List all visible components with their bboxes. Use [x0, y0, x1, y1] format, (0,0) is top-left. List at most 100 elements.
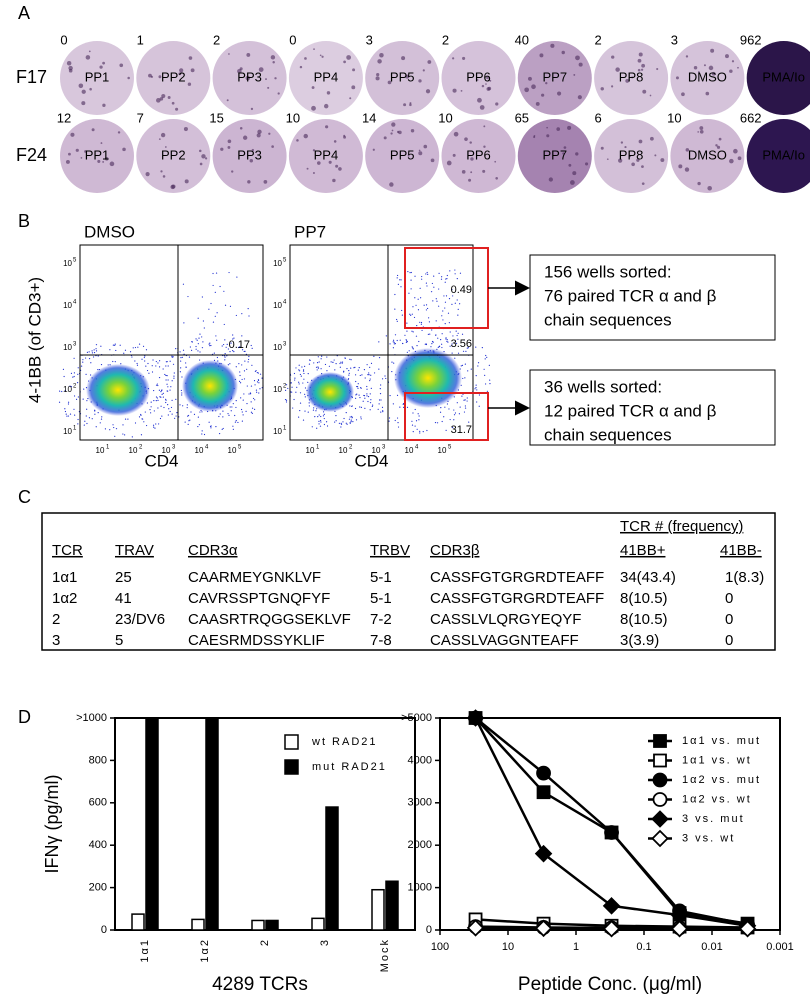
event [73, 372, 76, 374]
x-tick-base: 10 [195, 446, 204, 455]
x-tick-base: 10 [162, 446, 171, 455]
event [446, 403, 449, 405]
row-label: F24 [16, 145, 47, 165]
event [444, 323, 446, 325]
spot [624, 145, 627, 149]
event [242, 414, 244, 416]
event [462, 350, 465, 352]
event [420, 323, 422, 325]
event [189, 419, 191, 421]
spot [654, 154, 657, 157]
event [392, 403, 394, 405]
event [131, 356, 133, 358]
bar [251, 919, 265, 931]
event [402, 402, 405, 405]
spot [188, 56, 193, 60]
event [455, 342, 458, 344]
spot [460, 89, 463, 92]
event [152, 359, 154, 361]
event [114, 435, 116, 437]
event [356, 393, 358, 395]
event [295, 367, 297, 369]
table-cell: 8(10.5) [620, 590, 668, 607]
event [144, 411, 146, 413]
event [170, 386, 172, 388]
event [380, 399, 382, 401]
event [298, 381, 300, 383]
x-axis-label: CD4 [144, 451, 178, 470]
spot [178, 72, 182, 76]
well-label: PP8 [619, 69, 644, 84]
gate-value: 0.49 [451, 284, 472, 296]
event [143, 421, 145, 423]
panel-label: C [18, 487, 31, 507]
event [369, 393, 371, 395]
spot [68, 65, 73, 71]
event [397, 426, 400, 428]
event [146, 402, 149, 404]
event [359, 396, 361, 399]
legend-marker [653, 753, 667, 768]
event [199, 411, 201, 413]
spot [409, 103, 412, 107]
event [215, 335, 217, 337]
legend-marker [653, 734, 667, 748]
spot [70, 132, 75, 137]
event [489, 383, 491, 385]
event [254, 408, 256, 410]
event [296, 386, 298, 388]
event [431, 340, 434, 343]
event [448, 408, 450, 410]
spot [237, 68, 242, 74]
event [394, 343, 396, 345]
event [433, 352, 435, 354]
legend-swatch [284, 734, 299, 750]
event [368, 372, 370, 374]
spot [391, 122, 396, 127]
event [417, 298, 419, 300]
event [214, 315, 216, 317]
event [182, 349, 185, 351]
event [232, 334, 234, 336]
event [201, 430, 203, 432]
event [169, 360, 171, 362]
event [290, 382, 293, 384]
event [464, 405, 466, 407]
event [222, 416, 224, 418]
event [299, 409, 301, 412]
well [594, 119, 669, 193]
event [412, 306, 414, 308]
panel-label: B [18, 211, 30, 231]
event [304, 410, 306, 412]
event [457, 308, 459, 310]
event [109, 429, 111, 431]
event [261, 377, 263, 379]
event [445, 338, 447, 340]
spot [160, 170, 163, 173]
event [91, 350, 93, 352]
well-label: PP5 [390, 69, 415, 84]
event [418, 415, 420, 417]
event [223, 355, 225, 357]
event [350, 359, 352, 361]
well-count: 40 [515, 32, 529, 47]
event [224, 352, 226, 355]
event [210, 344, 212, 347]
event [238, 380, 241, 383]
marker [466, 919, 485, 937]
well-count: 14 [362, 110, 376, 125]
event [197, 425, 199, 428]
event [168, 408, 170, 410]
event [155, 384, 158, 386]
well-count: 0 [60, 32, 67, 47]
event [112, 344, 114, 346]
event [322, 411, 325, 413]
event [393, 343, 395, 345]
legend-label: mut RAD21 [312, 761, 387, 773]
spot [620, 141, 624, 144]
event [298, 383, 300, 385]
spot [251, 148, 255, 152]
spot [494, 160, 497, 163]
table-cell: CAESRMDSSYKLIF [188, 632, 325, 649]
event [74, 414, 76, 416]
